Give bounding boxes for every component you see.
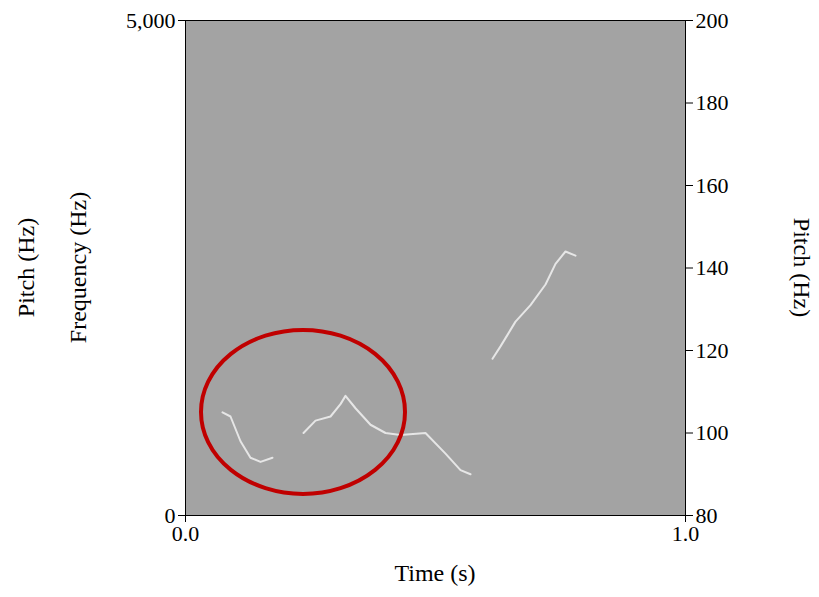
svg-text:120: 120 (696, 338, 729, 363)
svg-text:140: 140 (696, 255, 729, 280)
svg-text:Pitch (Hz): Pitch (Hz) (788, 218, 814, 317)
svg-text:Frequency (Hz): Frequency (Hz) (65, 192, 91, 343)
svg-text:Time (s): Time (s) (394, 560, 475, 586)
svg-text:180: 180 (696, 90, 729, 115)
svg-text:Pitch (Hz): Pitch (Hz) (13, 218, 39, 317)
svg-text:100: 100 (696, 420, 729, 445)
svg-text:0.0: 0.0 (172, 521, 200, 546)
svg-text:200: 200 (696, 8, 729, 33)
svg-text:1.0: 1.0 (672, 521, 700, 546)
svg-text:160: 160 (696, 173, 729, 198)
svg-text:5,000: 5,000 (126, 8, 176, 33)
svg-text:80: 80 (696, 503, 718, 528)
svg-text:0: 0 (165, 503, 176, 528)
